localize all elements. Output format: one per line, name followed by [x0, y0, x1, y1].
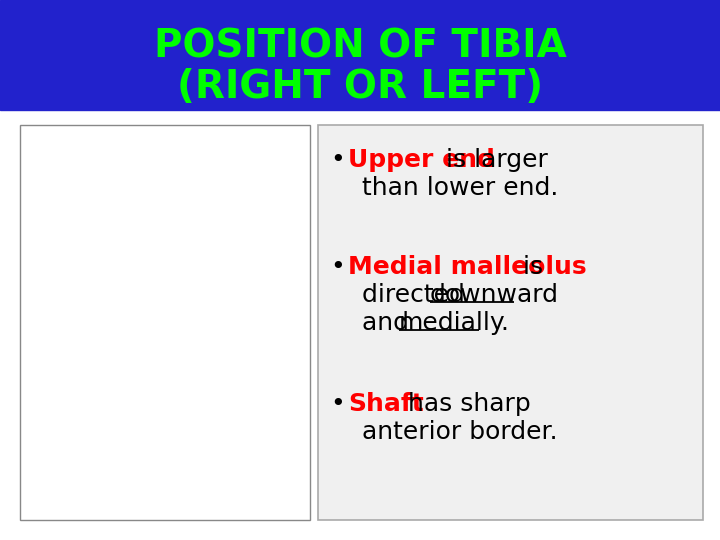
- Text: and: and: [362, 311, 417, 335]
- Text: downward: downward: [430, 283, 559, 307]
- Text: directed: directed: [362, 283, 473, 307]
- Text: medially.: medially.: [399, 311, 510, 335]
- Text: POSITION OF TIBIA: POSITION OF TIBIA: [153, 28, 567, 66]
- Text: •: •: [330, 148, 345, 172]
- FancyBboxPatch shape: [0, 0, 720, 110]
- Text: Medial malleolus: Medial malleolus: [348, 255, 587, 279]
- FancyBboxPatch shape: [0, 110, 720, 540]
- Text: anterior border.: anterior border.: [362, 420, 557, 444]
- Text: Shaft: Shaft: [348, 392, 424, 416]
- Text: than lower end.: than lower end.: [362, 176, 559, 200]
- Text: is larger: is larger: [438, 148, 548, 172]
- Text: •: •: [330, 392, 345, 416]
- Text: has sharp: has sharp: [400, 392, 531, 416]
- Text: is: is: [515, 255, 543, 279]
- Text: (RIGHT OR LEFT): (RIGHT OR LEFT): [177, 68, 543, 106]
- FancyBboxPatch shape: [318, 125, 703, 520]
- FancyBboxPatch shape: [20, 125, 310, 520]
- Text: Upper end: Upper end: [348, 148, 495, 172]
- Text: •: •: [330, 255, 345, 279]
